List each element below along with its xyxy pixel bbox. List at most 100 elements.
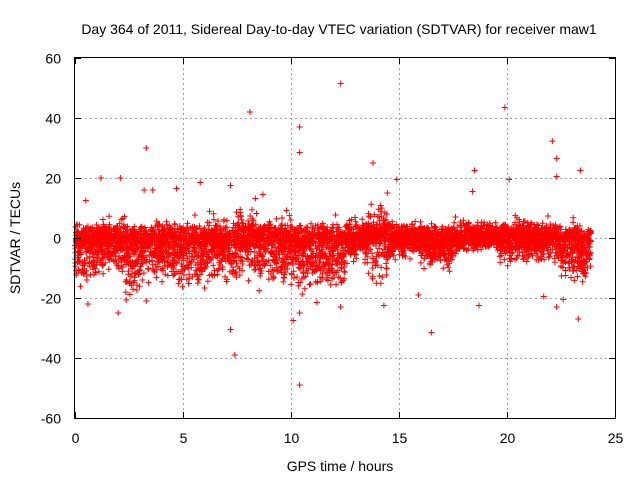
data-point <box>146 241 153 248</box>
data-point <box>77 283 84 290</box>
data-point <box>184 220 191 227</box>
data-point <box>126 291 133 298</box>
data-point <box>162 271 169 278</box>
data-point <box>201 284 208 291</box>
data-point <box>126 259 133 266</box>
data-point <box>350 258 357 265</box>
data-point <box>149 265 156 272</box>
data-point <box>157 250 164 257</box>
data-point <box>92 269 99 276</box>
data-point <box>126 227 133 234</box>
data-point <box>151 250 158 257</box>
data-point <box>75 266 82 273</box>
data-point <box>136 270 143 277</box>
data-point <box>299 291 306 298</box>
data-point <box>78 234 85 241</box>
data-point <box>142 248 149 255</box>
data-point <box>116 236 123 243</box>
data-point <box>130 286 137 293</box>
data-point <box>141 224 148 231</box>
data-point <box>89 234 96 241</box>
data-point <box>440 265 447 272</box>
data-point <box>83 277 90 284</box>
data-point <box>130 226 137 233</box>
data-point <box>383 265 390 272</box>
data-point <box>122 232 129 239</box>
data-point <box>105 223 112 230</box>
data-point <box>497 259 504 266</box>
data-point <box>96 226 103 233</box>
data-point <box>373 280 380 287</box>
data-point <box>235 219 242 226</box>
data-point <box>123 240 130 247</box>
data-point <box>245 277 252 284</box>
data-point <box>164 264 171 271</box>
data-point <box>155 258 162 265</box>
data-point <box>79 242 86 249</box>
data-point <box>155 233 162 240</box>
data-point <box>83 238 90 245</box>
data-point <box>496 253 503 260</box>
data-point <box>80 225 87 232</box>
data-point <box>129 237 136 244</box>
data-point <box>159 267 166 274</box>
data-point <box>151 237 158 244</box>
data-point <box>83 255 90 262</box>
data-point <box>150 267 157 274</box>
data-point <box>74 252 81 259</box>
data-point <box>116 220 123 227</box>
data-point <box>89 225 96 232</box>
data-point <box>123 261 130 268</box>
data-point <box>102 240 109 247</box>
data-point <box>154 263 161 270</box>
data-point <box>446 268 453 275</box>
data-point <box>79 266 86 273</box>
data-point <box>139 254 146 261</box>
data-point <box>131 274 138 281</box>
data-point <box>383 260 390 267</box>
data-point <box>183 276 190 283</box>
data-point <box>153 252 160 259</box>
data-point <box>103 229 110 236</box>
data-point <box>112 253 119 260</box>
data-point <box>125 271 132 278</box>
data-point <box>238 216 245 223</box>
data-point <box>223 217 230 224</box>
data-point <box>105 266 112 273</box>
data-point <box>81 260 88 267</box>
data-point <box>256 287 263 294</box>
data-point <box>146 235 153 242</box>
data-point <box>161 242 168 249</box>
data-point <box>210 262 217 269</box>
data-point <box>332 211 339 218</box>
data-point <box>138 249 145 256</box>
data-point <box>140 270 147 277</box>
data-point <box>138 244 145 251</box>
data-point <box>122 289 129 296</box>
data-point <box>252 195 259 202</box>
data-point <box>94 255 101 262</box>
data-point <box>76 257 83 264</box>
data-point <box>123 253 130 260</box>
data-point <box>107 234 114 241</box>
data-point <box>105 241 112 248</box>
data-point <box>102 224 109 231</box>
data-point <box>94 233 101 240</box>
data-point <box>137 230 144 237</box>
data-point <box>114 242 121 249</box>
data-point <box>368 201 375 208</box>
data-point <box>204 278 211 285</box>
data-point <box>95 249 102 256</box>
data-point <box>384 189 391 196</box>
data-point <box>159 222 166 229</box>
data-point <box>283 207 290 214</box>
data-point <box>88 259 95 266</box>
data-point <box>84 239 91 246</box>
data-point <box>106 213 113 220</box>
chart-title: Day 364 of 2011, Sidereal Day-to-day VTE… <box>81 21 597 37</box>
data-point <box>110 246 117 253</box>
data-point <box>99 216 106 223</box>
data-point <box>112 257 119 264</box>
data-point <box>147 248 154 255</box>
